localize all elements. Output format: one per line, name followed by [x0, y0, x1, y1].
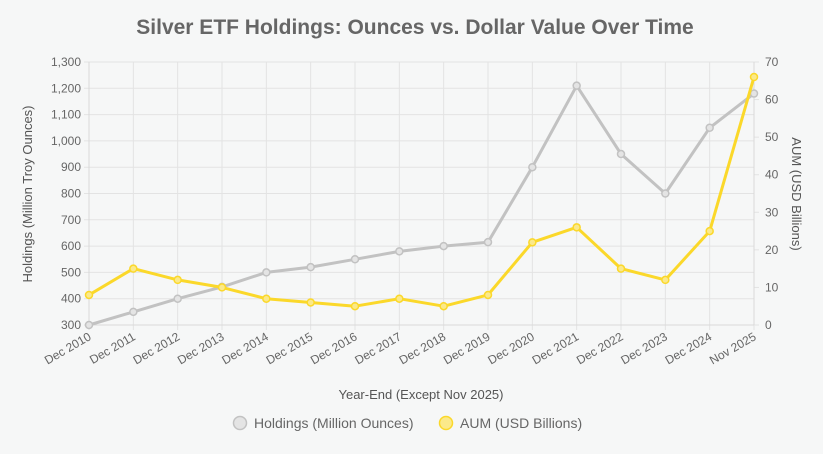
data-point-aum: [173, 275, 182, 285]
y-left-tick-label: 1,000: [51, 134, 81, 148]
data-point-holdings: [439, 241, 448, 251]
y-left-tick-label: 900: [61, 160, 81, 174]
data-point-holdings: [749, 89, 759, 98]
y-right-tick-label: 50: [765, 130, 779, 144]
x-axis-label: Year-End (Except Nov 2025): [338, 387, 503, 402]
series-line-holdings: [87, 84, 756, 327]
x-tick-label: Dec 2019: [441, 329, 493, 367]
x-tick-label: Dec 2020: [485, 329, 537, 367]
data-point-holdings: [705, 123, 714, 132]
data-point-holdings: [84, 320, 94, 330]
data-point-aum: [528, 238, 537, 247]
data-point-holdings: [173, 294, 182, 303]
data-point-aum: [616, 264, 626, 273]
data-point-holdings: [350, 255, 360, 264]
series-line-aum: [87, 75, 756, 308]
y-left-tick-label: 300: [61, 318, 81, 332]
x-tick-label: Dec 2022: [574, 329, 626, 367]
x-tick-label: Dec 2013: [175, 329, 227, 367]
data-point-aum: [749, 72, 759, 82]
data-point-holdings: [661, 189, 670, 198]
data-point-aum: [84, 290, 94, 300]
data-point-aum: [262, 294, 271, 303]
axes: 3004005006007008009001,0001,1001,2001,30…: [42, 55, 779, 367]
chart-title: Silver ETF Holdings: Ounces vs. Dollar V…: [136, 16, 693, 39]
y-left-tick-label: 1,100: [51, 108, 81, 122]
y-right-tick-label: 10: [765, 280, 779, 294]
data-point-aum: [350, 301, 360, 311]
data-point-aum: [661, 275, 670, 285]
y-axis-right-label: AUM (USD Billions): [789, 137, 804, 250]
data-point-holdings: [483, 237, 493, 247]
x-tick-label: Dec 2023: [618, 329, 670, 367]
y-left-tick-label: 600: [61, 239, 81, 253]
legend-label-aum: AUM (USD Billions): [460, 415, 582, 431]
x-tick-label: Dec 2017: [352, 329, 404, 367]
y-left-tick-label: 1,300: [51, 55, 81, 69]
y-left-tick-label: 400: [61, 292, 81, 306]
data-point-aum: [395, 294, 404, 303]
x-tick-label: Dec 2021: [530, 329, 582, 367]
y-left-tick-label: 1,200: [51, 81, 81, 95]
data-point-holdings: [395, 247, 404, 256]
y-right-tick-label: 30: [765, 205, 779, 219]
series-group: [84, 72, 759, 330]
y-axis-left-label: Holdings (Million Troy Ounces): [20, 105, 35, 282]
data-point-holdings: [572, 81, 581, 90]
data-point-aum: [483, 290, 493, 300]
y-right-tick-label: 20: [765, 243, 779, 257]
y-left-tick-label: 800: [61, 187, 81, 201]
data-point-aum: [306, 298, 315, 307]
data-point-aum: [572, 223, 581, 232]
data-point-holdings: [262, 268, 271, 277]
data-point-holdings: [528, 162, 537, 172]
x-tick-label: Nov 2025: [707, 329, 759, 367]
x-tick-label: Dec 2010: [42, 329, 94, 367]
y-right-tick-label: 60: [765, 93, 779, 107]
x-tick-label: Dec 2012: [131, 329, 183, 367]
x-tick-label: Dec 2018: [397, 329, 449, 367]
y-left-tick-label: 700: [61, 213, 81, 227]
data-point-holdings: [616, 149, 626, 159]
legend-marker-aum: [438, 415, 454, 431]
y-left-tick-label: 500: [61, 265, 81, 279]
x-tick-label: Dec 2015: [264, 329, 316, 367]
data-point-aum: [439, 301, 448, 311]
legend-marker-holdings: [232, 415, 248, 431]
legend: Holdings (Million Ounces) AUM (USD Billio…: [232, 415, 582, 431]
y-right-tick-label: 40: [765, 168, 779, 182]
data-point-holdings: [129, 307, 138, 317]
grid: [84, 61, 759, 330]
data-point-holdings: [306, 262, 315, 272]
y-right-tick-label: 70: [765, 55, 779, 69]
x-tick-label: Dec 2011: [87, 329, 138, 367]
data-point-aum: [129, 264, 138, 273]
x-tick-label: Dec 2016: [308, 329, 360, 367]
x-tick-label: Dec 2024: [663, 329, 715, 367]
data-point-aum: [217, 283, 227, 292]
y-right-tick-label: 0: [765, 318, 772, 332]
data-point-aum: [705, 226, 714, 236]
x-tick-label: Dec 2014: [219, 329, 271, 367]
legend-label-holdings: Holdings (Million Ounces): [254, 415, 414, 431]
